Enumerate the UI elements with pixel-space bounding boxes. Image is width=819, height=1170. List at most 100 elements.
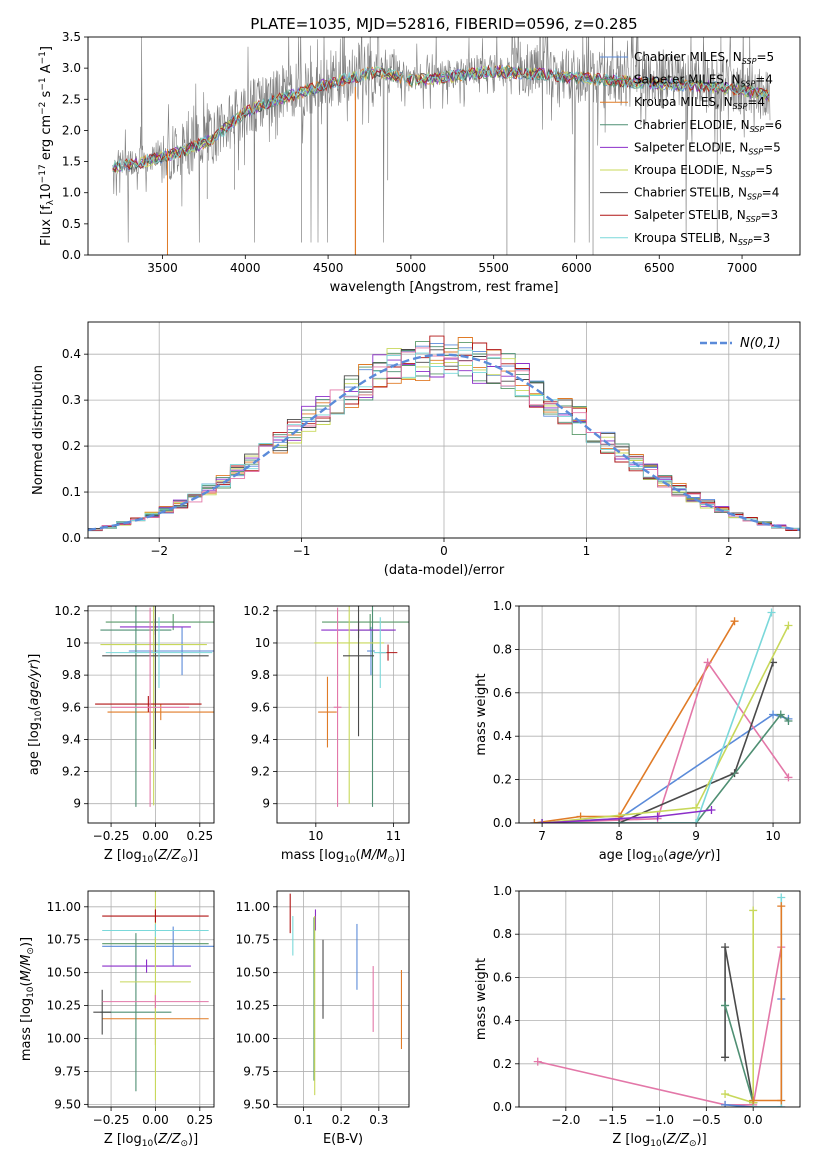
legend-nssp: =4: [755, 73, 773, 87]
mass-weight-marker: [730, 617, 739, 626]
legend-name: Kroupa ELODIE, N: [634, 163, 741, 177]
mass-weight-marker: [784, 621, 793, 630]
legend-entry: Salpeter MILES, NSSP=4: [634, 73, 773, 89]
x-axis-label: Z [log10(Z/Z⊙)]: [104, 1132, 198, 1149]
x-tick-label: −0.5: [692, 1113, 721, 1127]
y-tick-label: 1.0: [62, 186, 81, 200]
legend-nssp: =5: [756, 50, 774, 64]
y-axis-label-part: age/yr: [27, 662, 42, 705]
y-axis-label-part: λ: [46, 199, 56, 205]
mass-weight-line: [542, 662, 774, 823]
axes-spectrum: 3500 4000 4500 5000 5500 6000 6500 7000 0.0 0.5 1.…: [38, 30, 801, 295]
mass-weight-marker: [777, 893, 786, 902]
x-tick-label: 6000: [561, 261, 592, 275]
x-axis-label-part: Z/Z: [157, 848, 181, 863]
axes-frame: [87, 890, 215, 1108]
x-axis-label-part: 10: [142, 1139, 154, 1149]
x-tick-label: 4000: [230, 261, 261, 275]
mass-weight-line: [542, 660, 790, 823]
legend-name: Kroupa STELIB, N: [634, 231, 738, 245]
y-tick-label: 9.2: [62, 765, 81, 779]
legend-nssp: =6: [764, 118, 782, 132]
y-axis-label-part: −1: [38, 51, 48, 64]
legend-subscript: SSP: [738, 238, 753, 247]
y-tick-label: 0.4: [493, 1014, 512, 1028]
y-tick-label: 9.75: [54, 1064, 81, 1078]
x-axis-label-part: 10: [652, 855, 664, 865]
axes-residual_hist: −2 −1 0 1 2 0.0 0.1 0.2 0.3 0.4 (data-model)/error…: [31, 321, 801, 578]
y-tick-label: 0.4: [493, 729, 512, 743]
x-axis-label-part: ⊙: [387, 855, 395, 865]
plot-area-massweight_vs_Z: [533, 893, 786, 1107]
x-tick-label: 0.3: [369, 1113, 388, 1127]
x-tick-label: −0.25: [93, 1113, 130, 1127]
y-axis-label-part: mass weight: [474, 673, 489, 755]
y-axis-label-part: Flux [f: [39, 205, 54, 246]
x-tick-label: 0: [440, 544, 448, 558]
mass-weight-marker: [749, 906, 758, 915]
mass-weight-marker: [692, 803, 701, 812]
mass-weight-marker: [749, 1096, 758, 1105]
y-tick-label: 10.75: [47, 933, 81, 947]
mass-weight-marker: [530, 819, 539, 823]
x-tick-label: 11: [386, 829, 401, 843]
x-axis-label: mass [log10(M/M⊙)]: [281, 848, 405, 865]
y-axis-label: Normed distribution: [31, 365, 46, 495]
x-axis-label-part: Z/Z: [157, 1132, 181, 1147]
x-axis-label-part: Z [log: [104, 1132, 142, 1147]
legend-entry: Salpeter ELODIE, NSSP=5: [634, 140, 781, 156]
mass-weight-marker: [777, 902, 786, 911]
y-tick-label: 0.6: [493, 686, 512, 700]
model-spectrum-line: [112, 65, 770, 174]
x-axis-label: wavelength [Angstrom, rest frame]: [330, 280, 559, 295]
x-axis-label-part: )]: [188, 1132, 198, 1147]
legend-entry: Kroupa MILES, NSSP=4: [634, 95, 765, 111]
y-tick-label: 0.0: [62, 248, 81, 262]
y-axis-label-part: s: [39, 90, 54, 101]
axes-frame: [87, 321, 801, 539]
y-tick-label: 10.00: [47, 1032, 81, 1046]
model-spectrum-line: [112, 65, 770, 173]
legend-entry: Chabrier STELIB, NSSP=4: [634, 186, 779, 202]
x-tick-label: 5500: [478, 261, 509, 275]
y-axis-label-part: erg cm: [39, 115, 54, 164]
y-tick-label: 0.2: [62, 439, 81, 453]
y-axis-label-part: 10: [39, 183, 54, 200]
mass-weight-marker: [707, 805, 716, 814]
x-axis-label-part: (: [662, 1132, 667, 1147]
y-tick-label: 0.8: [493, 927, 512, 941]
axes-frame: [518, 890, 801, 1108]
legend-subscript: SSP: [746, 215, 761, 224]
x-axis-label-part: )]: [710, 848, 720, 863]
x-tick-label: 0.00: [142, 829, 169, 843]
y-tick-label: 0.5: [62, 217, 81, 231]
x-tick-label: −1.5: [598, 1113, 627, 1127]
residual-histogram-step: [88, 349, 800, 531]
x-tick-label: 9: [692, 829, 700, 843]
mass-weight-marker: [784, 717, 793, 726]
axes-frame: [276, 605, 410, 824]
legend-nssp: =3: [760, 208, 778, 222]
x-tick-label: 3500: [147, 261, 178, 275]
plot-area-age_vs_mass: [314, 606, 409, 807]
y-axis-label: age [log10(age/yr)]: [27, 654, 44, 776]
mass-weight-line: [724, 947, 754, 1107]
x-axis-label-part: age [log: [599, 848, 652, 863]
legend-subscript: SSP: [742, 57, 757, 66]
axes-frame: [276, 890, 410, 1108]
legend-subscript: SSP: [741, 170, 756, 179]
x-axis-label-part: Z/Z: [666, 1132, 690, 1147]
x-axis-label-part: (: [153, 848, 158, 863]
mass-weight-line: [537, 947, 783, 1106]
legend-name: Chabrier MILES, N: [634, 50, 742, 64]
y-axis-label-part: mass [log: [19, 998, 34, 1061]
axes-massweight_vs_Z: −2.0 −1.5 −1.0 −0.5 0.0 0.0 0.2 0.4 0.6 0.8 1.0 Z […: [474, 884, 801, 1149]
x-axis-label-part: Z [log: [104, 848, 142, 863]
mass-weight-marker: [721, 1053, 730, 1062]
mass-weight-marker: [776, 710, 785, 719]
mass-weight-marker: [769, 710, 778, 719]
legend-entry: Kroupa STELIB, NSSP=3: [634, 231, 770, 247]
y-axis-label-part: ⊙: [26, 947, 36, 955]
y-tick-label: 0.3: [62, 393, 81, 407]
